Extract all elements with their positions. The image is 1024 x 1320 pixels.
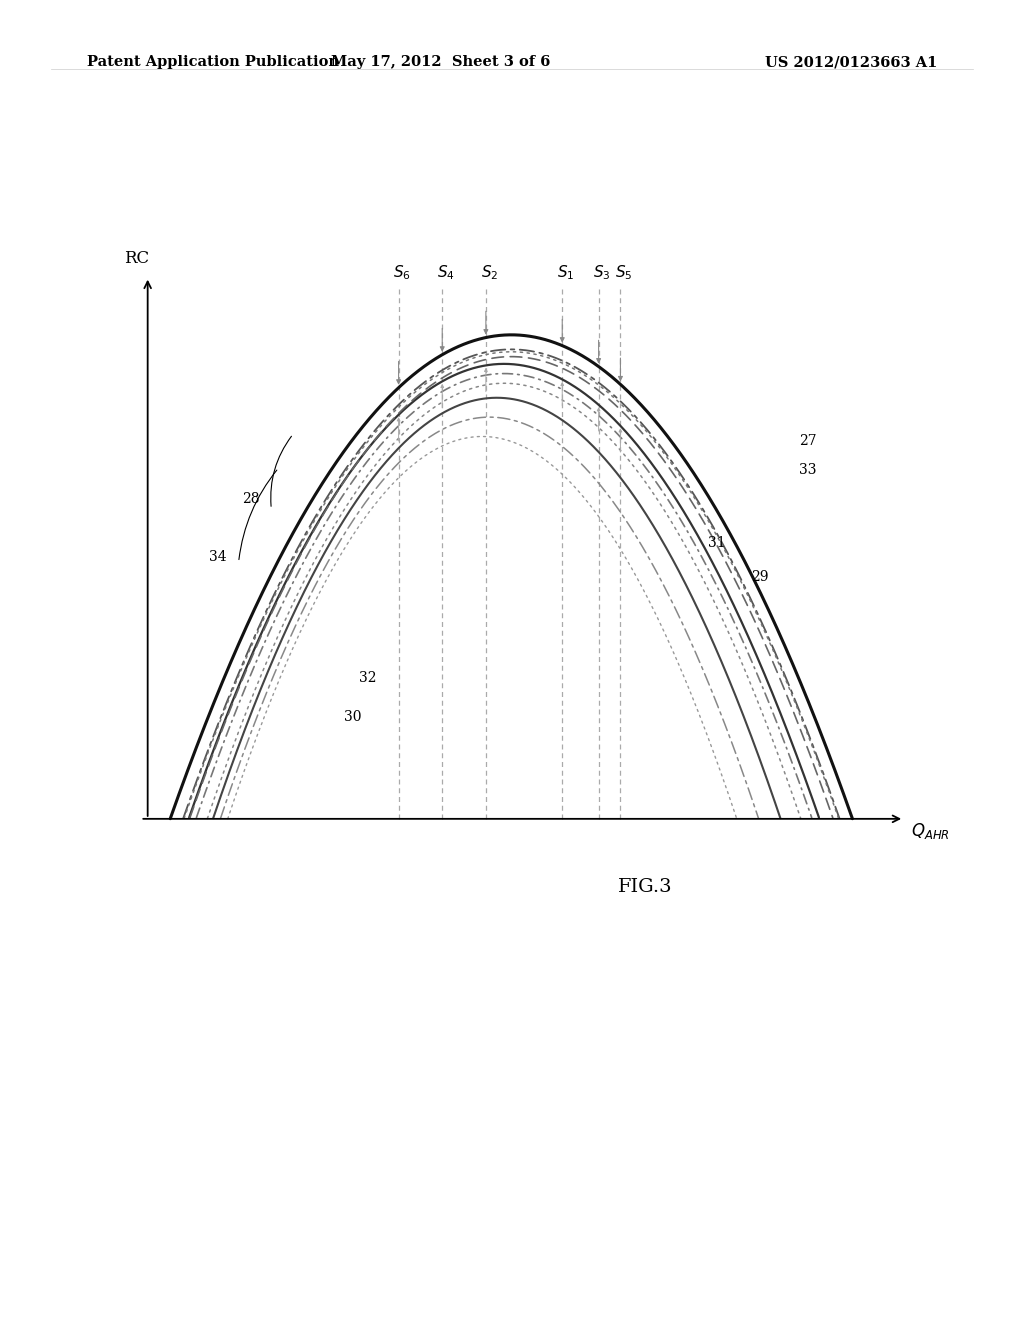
- Text: RC: RC: [124, 249, 150, 267]
- Text: $S_1$: $S_1$: [557, 263, 574, 281]
- Text: 27: 27: [799, 434, 816, 449]
- Text: $S_5$: $S_5$: [615, 263, 633, 281]
- Text: $S_3$: $S_3$: [594, 263, 611, 281]
- Text: 32: 32: [358, 672, 376, 685]
- Text: 34: 34: [210, 550, 227, 565]
- Text: 30: 30: [344, 710, 361, 725]
- Text: 29: 29: [752, 570, 769, 583]
- Text: 28: 28: [243, 492, 260, 507]
- Text: $S_2$: $S_2$: [481, 263, 499, 281]
- Text: $S_6$: $S_6$: [393, 263, 411, 281]
- Text: FIG.3: FIG.3: [617, 878, 673, 896]
- Text: US 2012/0123663 A1: US 2012/0123663 A1: [765, 55, 937, 70]
- Text: Patent Application Publication: Patent Application Publication: [87, 55, 339, 70]
- Text: 33: 33: [799, 463, 816, 478]
- Text: May 17, 2012  Sheet 3 of 6: May 17, 2012 Sheet 3 of 6: [331, 55, 550, 70]
- Text: $Q_{AHR}$: $Q_{AHR}$: [911, 821, 950, 841]
- Text: 31: 31: [708, 536, 725, 550]
- Text: $S_4$: $S_4$: [437, 263, 455, 281]
